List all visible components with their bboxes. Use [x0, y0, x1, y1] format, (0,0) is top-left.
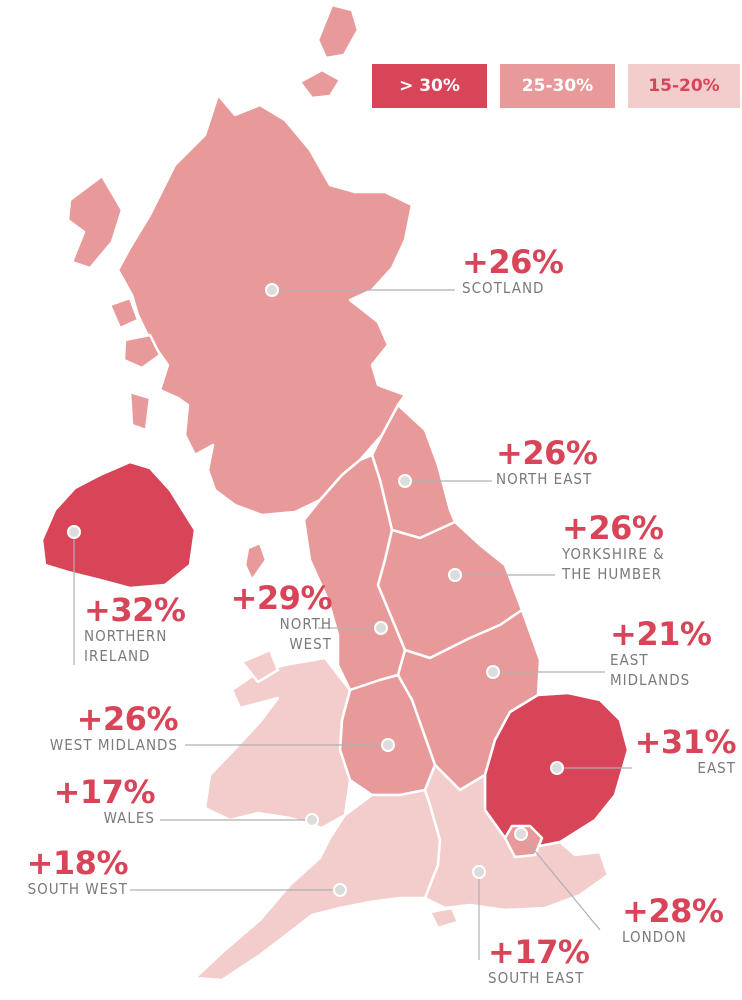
dot-west-midlands	[381, 738, 395, 752]
dot-east-midlands	[486, 665, 500, 679]
name-west-midlands: WEST MIDLANDS	[49, 736, 178, 754]
pct-yorkshire: +26%	[562, 509, 664, 547]
name-yorkshire-2: THE HUMBER	[562, 565, 663, 583]
name-northern-ireland-2: IRELAND	[84, 647, 151, 665]
legend-over-30: > 30%	[372, 64, 487, 108]
leader-london	[520, 833, 601, 931]
region-scotland[interactable]	[116, 93, 414, 517]
label-northern-ireland: +32% NORTHERN IRELAND	[84, 591, 186, 666]
pct-north-west: +29%	[230, 579, 333, 617]
region-scotland-islay	[108, 296, 140, 330]
label-south-west: +18% SOUTH WEST	[26, 844, 129, 899]
region-isle-of-wight	[428, 906, 460, 930]
region-anglesey	[240, 648, 280, 684]
name-east-midlands-1: EAST	[610, 651, 649, 669]
region-northern-ireland[interactable]	[40, 460, 197, 590]
pct-east: +31%	[634, 723, 737, 761]
label-wales: +17% WALES	[53, 773, 156, 828]
name-north-west-1: NORTH	[279, 615, 332, 633]
legend-25-30: 25-30%	[500, 64, 615, 108]
dot-scotland	[265, 283, 279, 297]
region-scotland-mull	[122, 333, 162, 370]
legend-label: 15-20%	[648, 76, 720, 96]
legend-label: 25-30%	[521, 76, 594, 96]
region-scotland-orkney	[298, 68, 342, 100]
label-east: +31% EAST	[634, 723, 737, 778]
pct-north-east: +26%	[496, 434, 598, 472]
region-isle-of-man	[243, 541, 268, 582]
name-south-east: SOUTH EAST	[488, 969, 585, 987]
pct-wales: +17%	[53, 773, 156, 811]
region-scotland-hebrides	[66, 174, 124, 270]
pct-scotland: +26%	[462, 243, 564, 281]
name-north-east: NORTH EAST	[496, 470, 593, 488]
label-east-midlands: +21% EAST MIDLANDS	[610, 615, 712, 690]
name-north-west-2: WEST	[289, 635, 332, 653]
dot-south-west	[333, 883, 347, 897]
region-south-east[interactable]	[423, 763, 610, 912]
dot-northern-ireland	[67, 525, 81, 539]
legend-label: > 30%	[399, 76, 460, 96]
region-wales[interactable]	[203, 656, 352, 830]
label-yorkshire: +26% YORKSHIRE & THE HUMBER	[562, 512, 665, 584]
dot-north-east	[398, 474, 412, 488]
label-north-west: +29% NORTH WEST	[230, 579, 333, 654]
region-scotland-kintyre	[128, 390, 152, 432]
dot-wales	[305, 813, 319, 827]
dot-north-west	[374, 621, 388, 635]
label-north-east: +26% NORTH EAST	[496, 434, 598, 489]
pct-south-east: +17%	[488, 933, 590, 971]
name-london: LONDON	[622, 928, 687, 946]
pct-northern-ireland: +32%	[84, 591, 186, 629]
legend-15-20: 15-20%	[628, 64, 740, 108]
pct-west-midlands: +26%	[76, 700, 179, 738]
label-west-midlands: +26% WEST MIDLANDS	[49, 700, 179, 755]
name-northern-ireland-1: NORTHERN	[84, 627, 168, 645]
label-south-east: +17% SOUTH EAST	[488, 933, 590, 988]
label-scotland: +26% SCOTLAND	[462, 243, 564, 298]
name-south-west: SOUTH WEST	[27, 880, 128, 898]
dot-east	[550, 761, 564, 775]
region-scotland-shetland	[316, 3, 360, 60]
label-london: +28% LONDON	[622, 892, 724, 947]
name-wales: WALES	[103, 809, 155, 827]
dot-yorkshire	[448, 568, 462, 582]
name-east-midlands-2: MIDLANDS	[610, 671, 691, 689]
pct-east-midlands: +21%	[610, 615, 712, 653]
pct-south-west: +18%	[26, 844, 129, 882]
pct-london: +28%	[622, 892, 724, 930]
dot-south-east	[472, 865, 486, 879]
name-yorkshire-1: YORKSHIRE &	[562, 545, 665, 563]
dot-london	[514, 827, 528, 841]
name-east: EAST	[697, 759, 736, 777]
name-scotland: SCOTLAND	[462, 279, 545, 297]
